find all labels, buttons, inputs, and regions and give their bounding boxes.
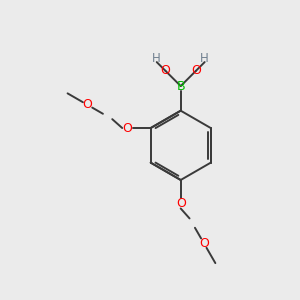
Text: O: O — [123, 122, 133, 134]
Text: O: O — [176, 196, 186, 210]
Text: H: H — [200, 52, 209, 65]
Text: B: B — [176, 80, 185, 92]
Text: H: H — [152, 52, 161, 65]
Text: O: O — [191, 64, 201, 77]
Text: O: O — [199, 237, 209, 250]
Text: O: O — [160, 64, 170, 77]
Text: O: O — [82, 98, 92, 111]
